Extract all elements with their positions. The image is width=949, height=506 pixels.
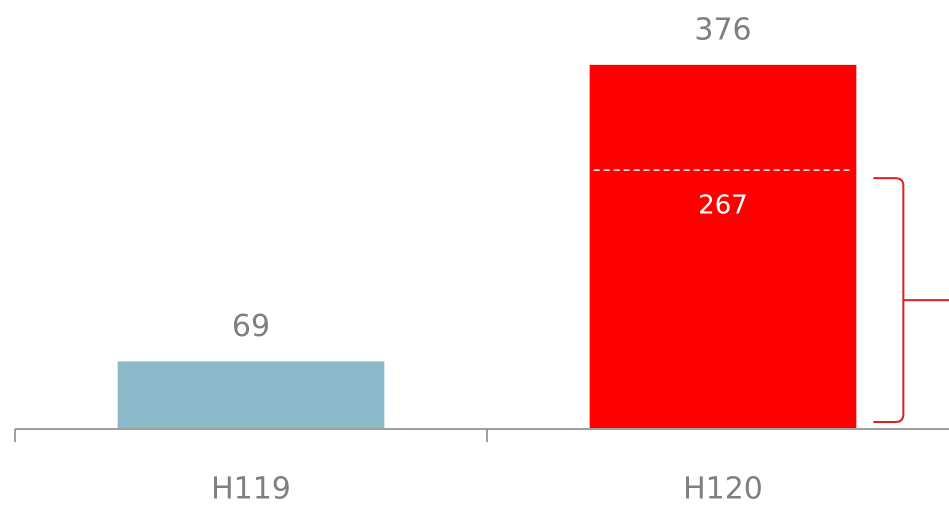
x-tick-label: H119 [211, 472, 291, 506]
marker-label: 267 [698, 191, 748, 221]
x-tick-label: H120 [683, 472, 763, 506]
value-label: 69 [232, 309, 270, 344]
bar [589, 64, 857, 428]
bracket [873, 177, 949, 423]
value-label: 376 [694, 12, 751, 47]
bar [117, 361, 385, 428]
